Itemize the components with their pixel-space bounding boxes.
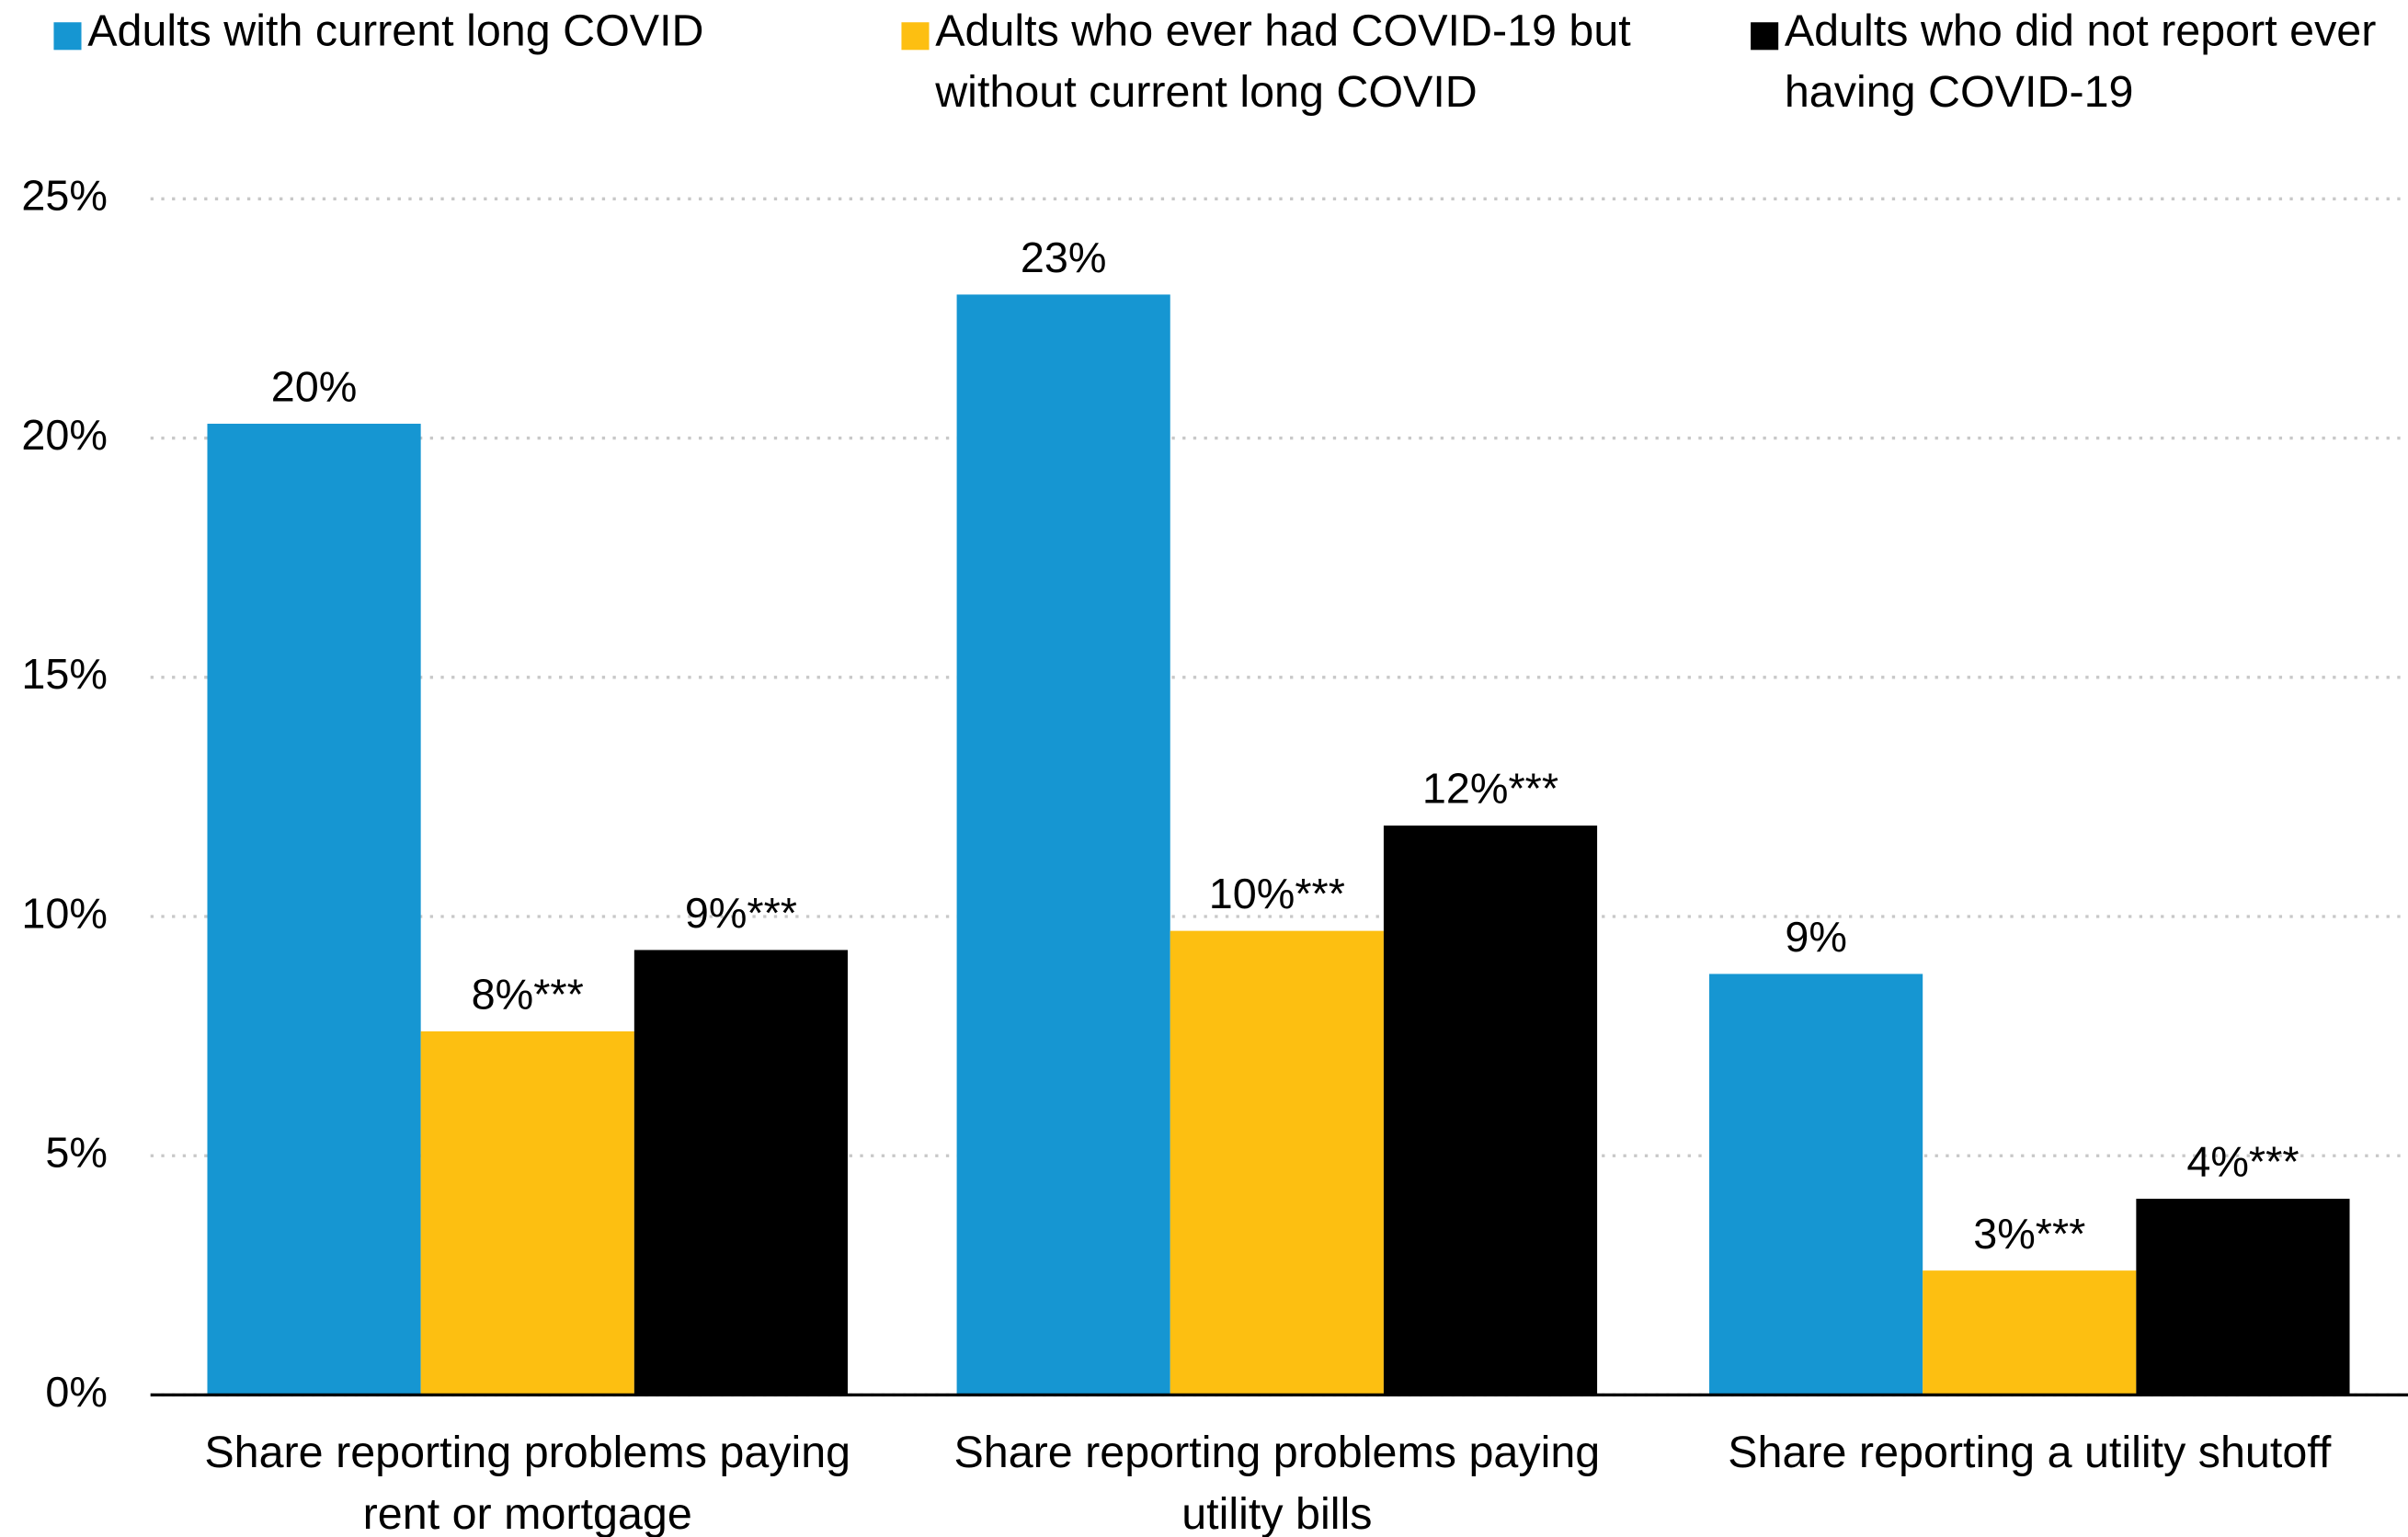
bar [1170, 930, 1384, 1395]
legend-swatch [53, 22, 82, 51]
bar [956, 294, 1170, 1395]
y-tick-label: 5% [45, 1129, 108, 1177]
y-tick-label: 15% [21, 650, 108, 698]
x-tick-label-box: Share reporting a utility shutoff [1728, 1429, 2332, 1478]
value-label: 8%*** [472, 971, 584, 1019]
value-label: 9% [1785, 913, 1847, 961]
legend-swatch [901, 22, 930, 51]
y-tick-label: 25% [21, 172, 108, 220]
bar [2136, 1199, 2350, 1395]
y-tick-label: 20% [21, 411, 108, 459]
legend-label: Adults with current long COVID [87, 6, 704, 56]
legend-label-box: Adults with current long COVID [87, 6, 704, 56]
bar [1709, 973, 1923, 1395]
value-label: 10%*** [1209, 870, 1345, 917]
value-label: 12%*** [1422, 765, 1558, 813]
bar [633, 950, 848, 1395]
bar [1923, 1270, 2137, 1395]
bar [420, 1030, 634, 1395]
x-tick-label: Share reporting problems paying utility … [953, 1429, 1601, 1537]
value-label: 3%*** [1973, 1210, 2085, 1258]
value-label: 9%*** [685, 889, 797, 937]
bar [1383, 825, 1598, 1395]
x-tick-label: Share reporting problems paying rent or … [204, 1429, 851, 1537]
value-label: 23% [1021, 233, 1107, 281]
y-tick-label: 10% [21, 889, 108, 937]
legend-swatch [1751, 22, 1779, 51]
x-tick-label-box: Share reporting problems paying utility … [953, 1429, 1601, 1537]
value-label: 4%*** [2186, 1138, 2299, 1186]
legend-label-box: Adults who ever had COVID-19 but without… [935, 6, 1631, 118]
x-tick-label-box: Share reporting problems paying rent or … [204, 1429, 851, 1537]
value-label: 20% [271, 363, 358, 411]
legend-label-box: Adults who did not report ever having CO… [1784, 6, 2377, 118]
legend-label: Adults who ever had COVID-19 but without… [935, 6, 1631, 118]
x-tick-label: Share reporting a utility shutoff [1728, 1429, 2332, 1478]
bar [207, 423, 421, 1395]
legend-label: Adults who did not report ever having CO… [1784, 6, 2377, 118]
y-tick-label: 0% [45, 1368, 108, 1416]
